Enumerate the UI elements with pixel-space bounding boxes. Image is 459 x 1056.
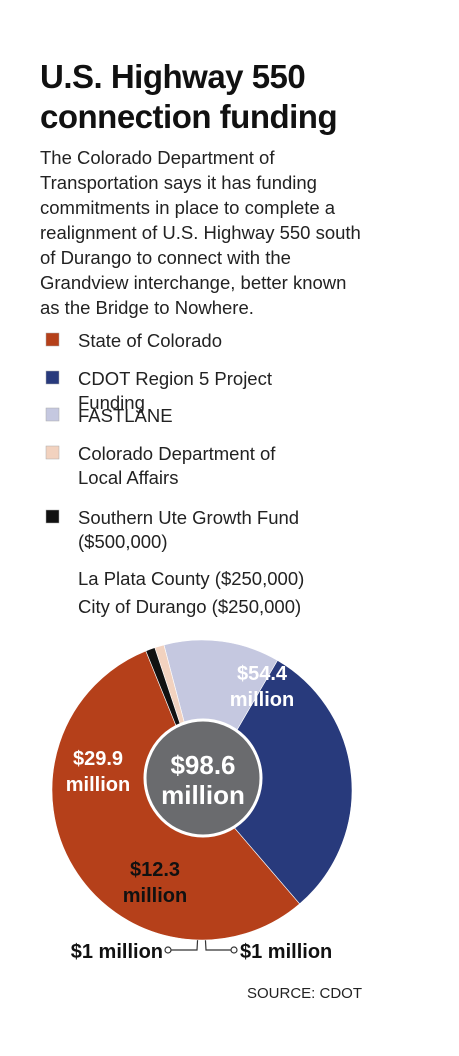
total-label-line: $98.6 <box>170 750 235 780</box>
legend-note: La Plata County ($250,000) <box>78 568 304 589</box>
chart-subtitle: The Colorado Department of Transportation… <box>40 147 361 318</box>
chart-title: U.S. Highway 550 connection funding <box>40 58 337 135</box>
chart-subtitle-line: realignment of U.S. Highway 550 south <box>40 222 361 243</box>
value-label: $29.9 million <box>66 748 130 796</box>
legend-label-line: ($500,000) <box>78 531 167 552</box>
legend-swatch <box>45 332 60 347</box>
value-label-line: $1 million <box>71 941 163 963</box>
legend-note: City of Durango ($250,000) <box>78 596 301 617</box>
chart-subtitle-line: of Durango to connect with the <box>40 247 291 268</box>
legend-label: FASTLANE <box>78 405 173 426</box>
legend-label-line: FASTLANE <box>78 405 173 426</box>
chart-subtitle-line: The Colorado Department of <box>40 147 275 168</box>
legend-note-line: City of Durango ($250,000) <box>78 596 301 617</box>
total-label: $98.6 million <box>161 750 245 810</box>
chart-subtitle-line: as the Bridge to Nowhere. <box>40 297 254 318</box>
source: SOURCE: CDOT <box>247 985 362 1002</box>
legend-label: Colorado Department of Local Affairs <box>78 443 276 488</box>
legend-label-line: Southern Ute Growth Fund <box>78 507 299 528</box>
legend-label-line: Local Affairs <box>78 467 178 488</box>
legend-swatch <box>45 370 60 385</box>
legend-swatch <box>45 407 60 422</box>
center-total <box>143 718 263 838</box>
value-label-line: million <box>230 689 294 711</box>
legend-note-line: La Plata County ($250,000) <box>78 568 304 589</box>
total-label-line: million <box>161 780 245 810</box>
value-label: $1 million <box>71 941 163 963</box>
leader-dot <box>164 946 172 954</box>
legend-swatch <box>45 509 60 524</box>
legend-label: CDOT Region 5 Project Funding <box>78 368 272 413</box>
chart-title-line: connection funding <box>40 98 337 135</box>
chart-title-line: U.S. Highway 550 <box>40 58 305 95</box>
value-label-line: $12.3 <box>130 859 180 881</box>
value-label: $1 million <box>240 941 332 963</box>
legend-label: Southern Ute Growth Fund ($500,000) <box>78 507 299 552</box>
pie-slice <box>201 659 353 905</box>
legend-label-line: Funding <box>78 392 145 413</box>
leader-dot <box>230 946 238 954</box>
value-label-line: million <box>66 774 130 796</box>
legend-label-line: State of Colorado <box>78 330 222 351</box>
value-label-line: $1 million <box>240 941 332 963</box>
value-label: $54.4 million <box>230 663 294 711</box>
value-label-line: $29.9 <box>73 748 123 770</box>
legend-label-line: CDOT Region 5 Project <box>78 368 272 389</box>
legend-swatch <box>45 445 60 460</box>
chart-subtitle-line: commitments in place to complete a <box>40 197 336 218</box>
value-label: $12.3 million <box>123 859 187 907</box>
value-label-line: million <box>123 885 187 907</box>
chart-subtitle-line: Transportation says it has funding <box>40 172 317 193</box>
chart-subtitle-line: Grandview interchange, better known <box>40 272 346 293</box>
legend-label-line: Colorado Department of <box>78 443 276 464</box>
value-label-line: $54.4 <box>237 663 288 685</box>
legend-label: State of Colorado <box>78 330 222 351</box>
